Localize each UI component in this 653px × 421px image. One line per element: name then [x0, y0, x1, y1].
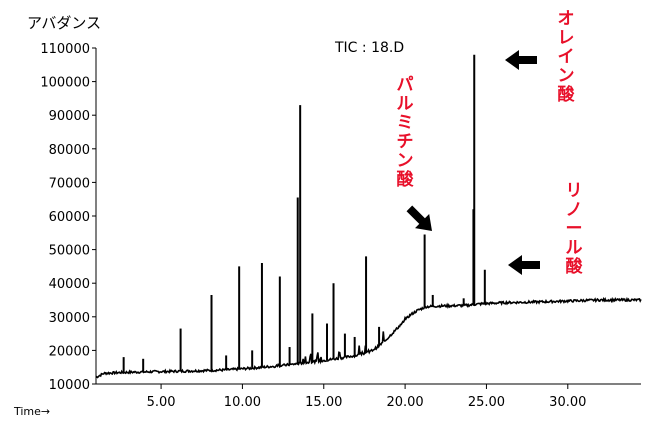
x-tick-label: 15.00	[305, 395, 342, 410]
x-tick-label: 10.00	[224, 395, 261, 410]
annotation-palmitic-label: パルミチン酸	[397, 75, 415, 190]
annotation-oleic-acid: オレイン酸	[505, 9, 576, 105]
y-tick-label: 100000	[40, 76, 90, 91]
y-tick-label: 10000	[49, 378, 90, 393]
x-tick-label: 20.00	[386, 395, 423, 410]
y-tick-label: 20000	[49, 344, 90, 359]
arrow-icon-linoleic	[508, 255, 540, 275]
x-axis-label: Time→	[13, 405, 50, 418]
y-tick-label: 30000	[49, 311, 90, 326]
y-tick-label: 70000	[49, 176, 90, 191]
chart-title: TIC : 18.D	[334, 40, 404, 56]
y-tick-label: 60000	[49, 210, 90, 225]
y-axis-label: アバダンス	[27, 14, 101, 32]
annotation-linoleic-label: リノール酸	[566, 181, 584, 277]
arrow-icon-oleic	[505, 50, 537, 70]
annotation-palmitic-acid: パルミチン酸	[397, 75, 432, 231]
y-tick-label: 50000	[49, 244, 90, 259]
x-tick-label: 30.00	[549, 395, 586, 410]
annotation-linoleic-acid: リノール酸	[508, 181, 584, 277]
chromatogram-baseline-trace	[95, 296, 642, 379]
annotation-oleic-label: オレイン酸	[558, 9, 576, 105]
y-tick-label: 90000	[49, 109, 90, 124]
y-tick-label: 110000	[40, 42, 90, 57]
x-tick-label: 5.00	[147, 395, 176, 410]
y-axis-ticks: 10000 20000 30000 40000 50000 60000 70000 80000…	[40, 42, 96, 393]
chromatogram-peaks	[122, 54, 486, 373]
x-axis-ticks: 5.00 10.00 15.00 20.00 25.00 30.00	[147, 384, 586, 410]
y-tick-label: 80000	[49, 143, 90, 158]
arrow-icon-palmitic	[406, 205, 432, 231]
y-tick-label: 40000	[49, 277, 90, 292]
x-tick-label: 25.00	[468, 395, 505, 410]
